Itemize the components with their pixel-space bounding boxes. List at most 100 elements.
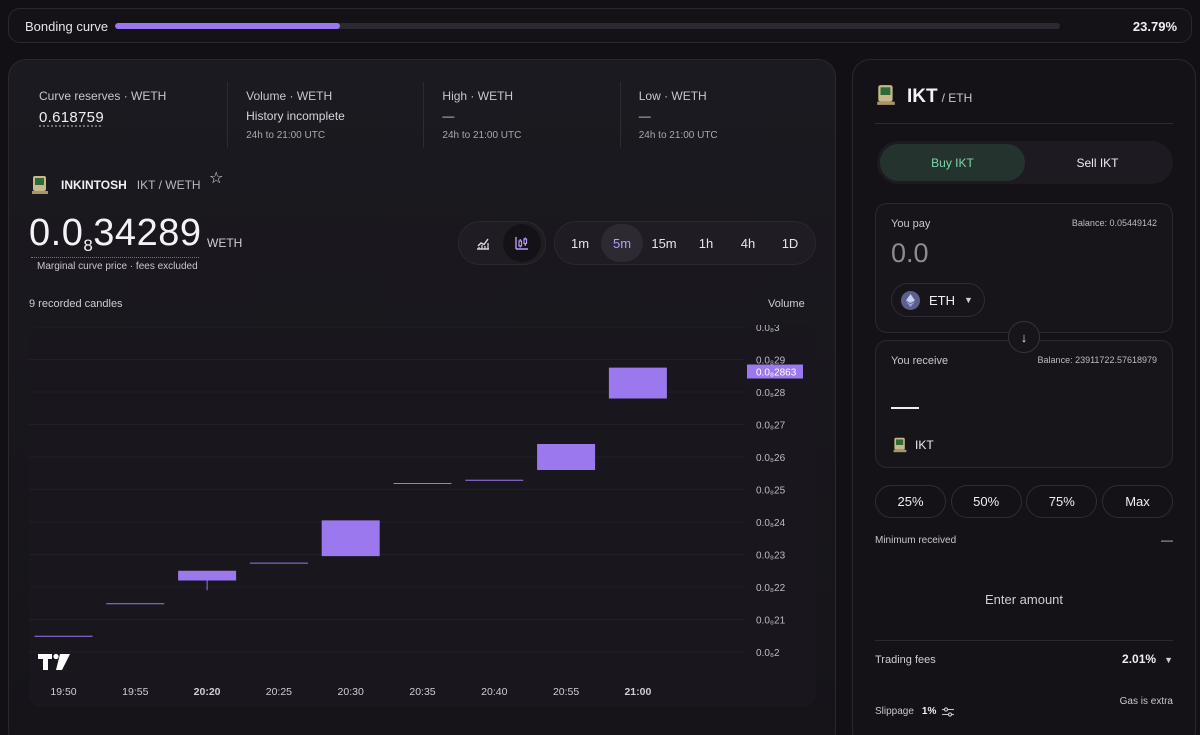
stat-title: Curve reserves · WETH [39, 89, 167, 103]
trade-panel: IKT / ETH Buy IKT Sell IKT You pay Balan… [852, 59, 1196, 735]
y-tick-label: 0.0₈25 [756, 486, 786, 497]
stat-value: History incomplete [246, 109, 345, 123]
swap-direction-button[interactable]: ↓ [1008, 321, 1040, 353]
receive-amount-placeholder [891, 407, 919, 409]
y-tick-label: 0.0₈26 [756, 453, 786, 464]
receive-box: You receive Balance: 23911722.57618979 I… [875, 340, 1173, 468]
stat-value: — [638, 109, 651, 123]
receive-label: You receive [891, 355, 949, 367]
candle-chart-button[interactable] [502, 224, 541, 262]
x-tick-label: 20:25 [266, 686, 292, 698]
token-pair: IKT / WETH [136, 178, 201, 192]
candle [249, 562, 308, 564]
max-button[interactable]: Max [1101, 485, 1173, 518]
token-name: INKINTOSH [61, 178, 127, 192]
chart-type-toggle [458, 221, 546, 265]
price-note: Marginal curve price · fees excluded [31, 257, 199, 272]
volume-label[interactable]: Volume [768, 298, 805, 310]
price-chart[interactable]: 0.0₈3 0.0₈29 0.0₈28 0.0₈27 0.0₈26 0.0₈25 0.0₈2… [29, 325, 816, 707]
interval-4h[interactable]: 4h [740, 235, 756, 251]
arrow-down-icon: ↓ [1020, 329, 1028, 345]
trade-symbol: IKT [907, 86, 938, 107]
candle [106, 603, 165, 605]
x-tick-label: 20:55 [553, 686, 579, 698]
bonding-curve-fill [115, 23, 340, 29]
chart-panel: Curve reserves · WETH 0.618759 Volume · … [8, 59, 836, 735]
x-tick-label: 21:00 [624, 686, 651, 698]
x-tick-label: 20:20 [194, 686, 221, 698]
percent-50-button[interactable]: 50% [950, 485, 1022, 518]
pay-box: You pay Balance: 0.05449142 0.0 ETH ▼ [875, 203, 1173, 333]
y-tick-label: 0.0₈24 [756, 518, 786, 529]
x-tick-label: 20:40 [481, 686, 507, 698]
star-icon[interactable]: ☆ [209, 170, 224, 187]
stat-title: High · WETH [442, 89, 514, 103]
price-digits: 34289 [93, 212, 202, 254]
min-received-value: — [1161, 533, 1173, 547]
trading-fees-value: 2.01% [1122, 652, 1157, 666]
slippage-row[interactable]: Slippage 1% [875, 706, 955, 717]
y-tick-label: 0.0₈27 [756, 421, 786, 432]
bonding-curve-percent: 23.79% [1132, 19, 1177, 34]
candle [34, 635, 93, 637]
x-tick-label: 20:35 [409, 686, 435, 698]
eth-icon [901, 290, 920, 310]
candle [321, 520, 380, 557]
line-chart-button[interactable] [464, 224, 502, 262]
token-row: INKINTOSH IKT / WETH [31, 176, 201, 194]
last-price-marker [747, 364, 803, 379]
candle-chart-icon [514, 237, 528, 250]
candle [178, 570, 237, 581]
gas-note: Gas is extra [1119, 696, 1173, 707]
candlestick-chart[interactable]: 0.0₈3 0.0₈29 0.0₈28 0.0₈27 0.0₈26 0.0₈25 0.0₈2… [29, 325, 816, 707]
stat-low: Low · WETH — 24h to 21:00 UTC [619, 82, 816, 148]
y-tick-label: 0.0₈22 [756, 583, 786, 594]
candle [393, 483, 452, 484]
divider [875, 640, 1173, 641]
last-price-label: 0.0₈2863 [756, 368, 797, 379]
divider [875, 123, 1173, 124]
enter-amount-button[interactable]: Enter amount [984, 592, 1064, 607]
stat-curve-reserves: Curve reserves · WETH 0.618759 [31, 82, 227, 148]
stat-value: — [442, 109, 455, 123]
pay-currency-select[interactable]: ETH ▼ [891, 283, 985, 317]
percent-25-button[interactable]: 25% [875, 485, 946, 518]
y-tick-label: 0.0₈3 [756, 325, 780, 334]
price-value: 0.0834289 [29, 212, 201, 256]
interval-1m[interactable]: 1m [570, 235, 590, 251]
candle [465, 479, 524, 481]
pay-label: You pay [891, 218, 931, 230]
stat-title: Volume · WETH [246, 89, 333, 103]
pay-balance[interactable]: Balance: 0.05449142 [1071, 218, 1157, 228]
stat-title: Low · WETH [638, 89, 707, 103]
line-chart-icon [476, 238, 489, 250]
slippage-value: 1% [921, 706, 937, 717]
interval-1h[interactable]: 1h [698, 235, 714, 251]
receive-currency: IKT [891, 436, 934, 454]
trading-fees-toggle[interactable]: 2.01% ▼ [1122, 652, 1173, 666]
token-logo-icon [876, 85, 896, 105]
candle [608, 367, 667, 399]
interval-5m[interactable]: 5m [601, 224, 643, 262]
price-unit: WETH [207, 236, 243, 250]
trade-header: IKT / ETH [877, 84, 972, 108]
stat-value: 0.618759 [39, 109, 104, 126]
tradingview-logo-icon [38, 653, 70, 670]
trade-pair: / ETH [941, 91, 973, 105]
stat-high: High · WETH — 24h to 21:00 UTC [423, 82, 619, 148]
candle [537, 444, 596, 470]
min-received-label: Minimum received [875, 535, 957, 546]
token-logo-icon [893, 437, 907, 453]
x-tick-label: 20:30 [338, 686, 364, 698]
percent-75-button[interactable]: 75% [1026, 485, 1098, 518]
interval-15m[interactable]: 15m [651, 235, 677, 251]
tab-sell[interactable]: Sell IKT [1076, 155, 1119, 170]
interval-1D[interactable]: 1D [781, 235, 799, 251]
receive-balance: Balance: 23911722.57618979 [1037, 355, 1157, 365]
stat-volume: Volume · WETH History incomplete 24h to … [227, 82, 423, 148]
price-lead: 0.0 [29, 212, 84, 254]
pay-amount-input[interactable]: 0.0 [891, 238, 929, 268]
tab-buy[interactable]: Buy IKT [880, 144, 1025, 181]
pay-currency-label: ETH [929, 292, 955, 308]
y-tick-label: 0.0₈23 [756, 551, 786, 562]
